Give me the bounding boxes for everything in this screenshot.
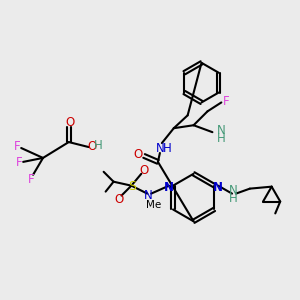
Text: H: H bbox=[217, 132, 226, 145]
Text: O: O bbox=[140, 164, 149, 177]
Text: Me: Me bbox=[146, 200, 161, 211]
Text: O: O bbox=[134, 148, 143, 161]
Text: F: F bbox=[28, 173, 34, 186]
Text: F: F bbox=[223, 95, 230, 108]
Text: O: O bbox=[114, 193, 123, 206]
Text: H: H bbox=[163, 142, 171, 154]
Text: N: N bbox=[229, 184, 237, 197]
Text: H: H bbox=[229, 192, 237, 205]
Text: O: O bbox=[87, 140, 96, 152]
Text: N: N bbox=[155, 142, 164, 154]
Text: F: F bbox=[14, 140, 21, 152]
Text: N: N bbox=[213, 181, 223, 194]
Text: O: O bbox=[65, 116, 74, 129]
Text: N: N bbox=[217, 124, 226, 137]
Text: S: S bbox=[128, 180, 136, 193]
Text: N: N bbox=[164, 181, 174, 194]
Text: F: F bbox=[16, 156, 22, 170]
Text: H: H bbox=[94, 139, 103, 152]
Text: N: N bbox=[144, 189, 153, 202]
